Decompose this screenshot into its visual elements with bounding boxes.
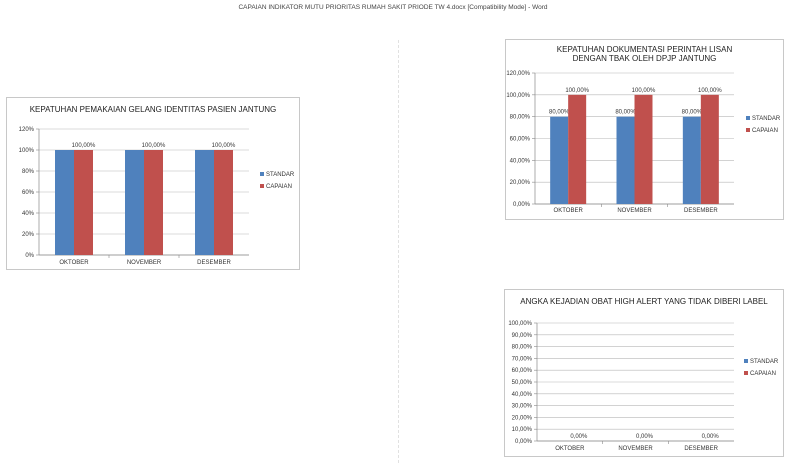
y-tick-label: 60,00% (512, 368, 533, 374)
x-category-label: NOVEMBER (618, 446, 653, 452)
bar-capaian (144, 150, 163, 255)
x-category-label: DESEMBER (684, 446, 718, 452)
data-label: 100,00% (698, 88, 722, 94)
data-label: 100,00% (212, 143, 236, 149)
bar-standar (682, 116, 701, 204)
y-tick-label: 120% (19, 127, 35, 133)
x-category-label: NOVEMBER (617, 208, 652, 214)
y-tick-label: 80,00% (512, 345, 533, 351)
y-tick-label: 40,00% (512, 392, 533, 398)
y-tick-label: 90,00% (512, 333, 533, 339)
chart-plot: 0,00% 20,00% 40,00% 60,00% 80,00% 100,00% 120,… (506, 71, 781, 214)
chart-title: KEPATUHAN DOKUMENTASI PERINTAH LISAN DEN… (556, 45, 733, 63)
data-label: 80,00% (615, 110, 636, 116)
x-category-label: OKTOBER (59, 260, 89, 266)
x-category-label: OKTOBER (555, 446, 585, 452)
chart-obat-high-alert: ANGKA KEJADIAN OBAT HIGH ALERT YANG TIDA… (504, 289, 784, 457)
y-tick-label: 40% (22, 211, 35, 217)
y-tick-label: 60% (22, 190, 35, 196)
bar-capaian (568, 94, 587, 204)
legend-label: CAPAIAN (266, 184, 292, 190)
y-tick-label: 100,00% (508, 321, 532, 327)
chart-plot: 0% 20% 40% 60% 80% 100% 120% 100,00% OKTOBER 100,… (19, 127, 295, 266)
y-tick-label: 0% (25, 253, 34, 259)
y-tick-label: 80,00% (510, 115, 531, 121)
bar-standar (55, 150, 74, 255)
y-tick-label: 0,00% (513, 202, 531, 208)
y-tick-label: 100% (19, 148, 35, 154)
y-tick-label: 40,00% (510, 158, 531, 164)
x-category-label: NOVEMBER (127, 260, 162, 266)
chart-title: ANGKA KEJADIAN OBAT HIGH ALERT YANG TIDA… (520, 297, 768, 306)
y-tick-label: 20,00% (512, 415, 533, 421)
y-tick-label: 70,00% (512, 356, 533, 362)
bar-capaian (74, 150, 93, 255)
bar-standar (616, 116, 635, 204)
bar-capaian (634, 94, 653, 204)
data-label: 0,00% (702, 434, 720, 440)
bar-standar (550, 116, 569, 204)
window-title: CAPAIAN INDIKATOR MUTU PRIORITAS RUMAH S… (238, 4, 548, 11)
bar-standar (195, 150, 214, 255)
y-tick-label: 10,00% (512, 427, 533, 433)
chart-gelang-identitas: KEPATUHAN PEMAKAIAN GELANG IDENTITAS PAS… (6, 97, 300, 270)
legend-label: CAPAIAN (750, 371, 776, 377)
legend-swatch (260, 184, 264, 188)
data-label: 100,00% (72, 143, 96, 149)
data-label: 80,00% (549, 110, 570, 116)
legend-label: STANDAR (752, 116, 781, 122)
chart-title: KEPATUHAN PEMAKAIAN GELANG IDENTITAS PAS… (29, 105, 277, 114)
data-label: 0,00% (636, 434, 654, 440)
data-label: 100,00% (632, 88, 656, 94)
legend-label: STANDAR (266, 172, 295, 178)
chart-dokumentasi-perintah-lisan: KEPATUHAN DOKUMENTASI PERINTAH LISAN DEN… (505, 39, 784, 220)
data-label: 100,00% (142, 143, 166, 149)
legend-swatch (744, 359, 748, 363)
bar-capaian (700, 94, 719, 204)
legend-swatch (746, 116, 750, 120)
bar-capaian (214, 150, 233, 255)
y-tick-label: 30,00% (512, 404, 533, 410)
legend-label: CAPAIAN (752, 128, 778, 134)
legend-swatch (746, 128, 750, 132)
data-label: 100,00% (565, 88, 589, 94)
legend-swatch (260, 172, 264, 176)
x-category-label: OKTOBER (554, 208, 584, 214)
y-tick-label: 60,00% (510, 137, 531, 143)
y-tick-label: 100,00% (506, 93, 530, 99)
x-category-label: DESEMBER (684, 208, 718, 214)
y-tick-label: 120,00% (506, 71, 530, 77)
bar-standar (125, 150, 144, 255)
y-tick-label: 20,00% (510, 180, 531, 186)
page-divider (398, 40, 399, 463)
data-label: 0,00% (570, 434, 588, 440)
y-tick-label: 0,00% (515, 439, 533, 445)
legend-label: STANDAR (750, 359, 779, 365)
legend-swatch (744, 371, 748, 375)
y-tick-label: 50,00% (512, 380, 533, 386)
chart-plot: 0,00% 10,00% 20,00% 30,00% 40,00% 50,00% 60,00… (508, 321, 779, 452)
x-category-label: DESEMBER (197, 260, 231, 266)
data-label: 80,00% (682, 110, 703, 116)
y-tick-label: 20% (22, 232, 35, 238)
y-tick-label: 80% (22, 169, 35, 175)
